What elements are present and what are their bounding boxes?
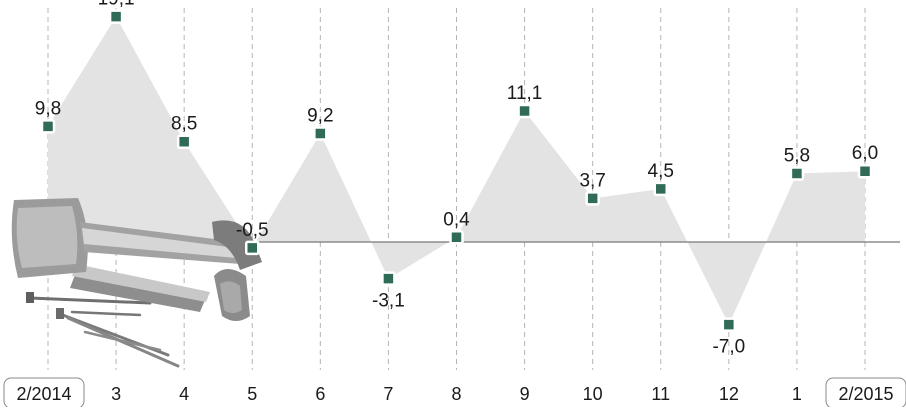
data-label: 9,2 <box>307 105 333 126</box>
data-label: 9,8 <box>35 98 61 119</box>
data-label: 0,4 <box>443 209 470 230</box>
x-tick-label: 5 <box>247 384 257 404</box>
data-point <box>245 240 260 256</box>
x-tick-label: 10 <box>583 384 603 404</box>
data-label: 19,1 <box>98 0 135 10</box>
data-point <box>585 191 600 206</box>
data-point <box>653 181 668 197</box>
x-tick-label: 12 <box>719 384 739 404</box>
data-label: 11,1 <box>507 83 543 104</box>
data-label: 3,7 <box>579 170 605 191</box>
data-point <box>108 9 124 24</box>
x-tick-label: 2/2014 <box>16 384 71 404</box>
tools-hammer-tape-nails-icon <box>11 198 262 368</box>
data-label: -0,5 <box>236 220 269 241</box>
data-label: -7,0 <box>712 337 745 358</box>
data-point <box>517 103 532 119</box>
data-point <box>313 126 328 141</box>
x-tick-label: 9 <box>520 384 530 404</box>
x-tick-label: 4 <box>179 384 189 404</box>
x-tick-label: 1 <box>792 384 802 404</box>
x-tick-label: 3 <box>111 384 121 404</box>
data-point <box>176 134 192 149</box>
x-tick-label: 2/2015 <box>838 384 893 404</box>
x-tick-label: 11 <box>651 384 670 404</box>
data-point <box>449 230 464 245</box>
data-label: 6,0 <box>852 143 878 164</box>
data-label: -3,1 <box>372 291 405 312</box>
data-point <box>40 119 56 134</box>
data-point <box>789 166 805 181</box>
data-label: 4,5 <box>648 161 674 182</box>
data-marks: 9,8 19,1 8,5 -0,5 9,2 -3,1 0,4 11,1 3,7 4,5 -7,0 5,… <box>35 0 878 358</box>
data-point <box>721 317 737 332</box>
data-label: 8,5 <box>171 114 197 135</box>
data-label: 5,8 <box>784 146 810 167</box>
x-axis-ticks: 2/2014 3 4 5 6 7 8 9 10 11 12 1 2/2015 <box>3 377 906 409</box>
x-tick-label: 8 <box>451 384 461 404</box>
x-tick-label: 6 <box>315 384 325 404</box>
data-point <box>381 271 396 286</box>
x-tick-label: 7 <box>383 384 393 404</box>
data-point <box>857 163 873 179</box>
